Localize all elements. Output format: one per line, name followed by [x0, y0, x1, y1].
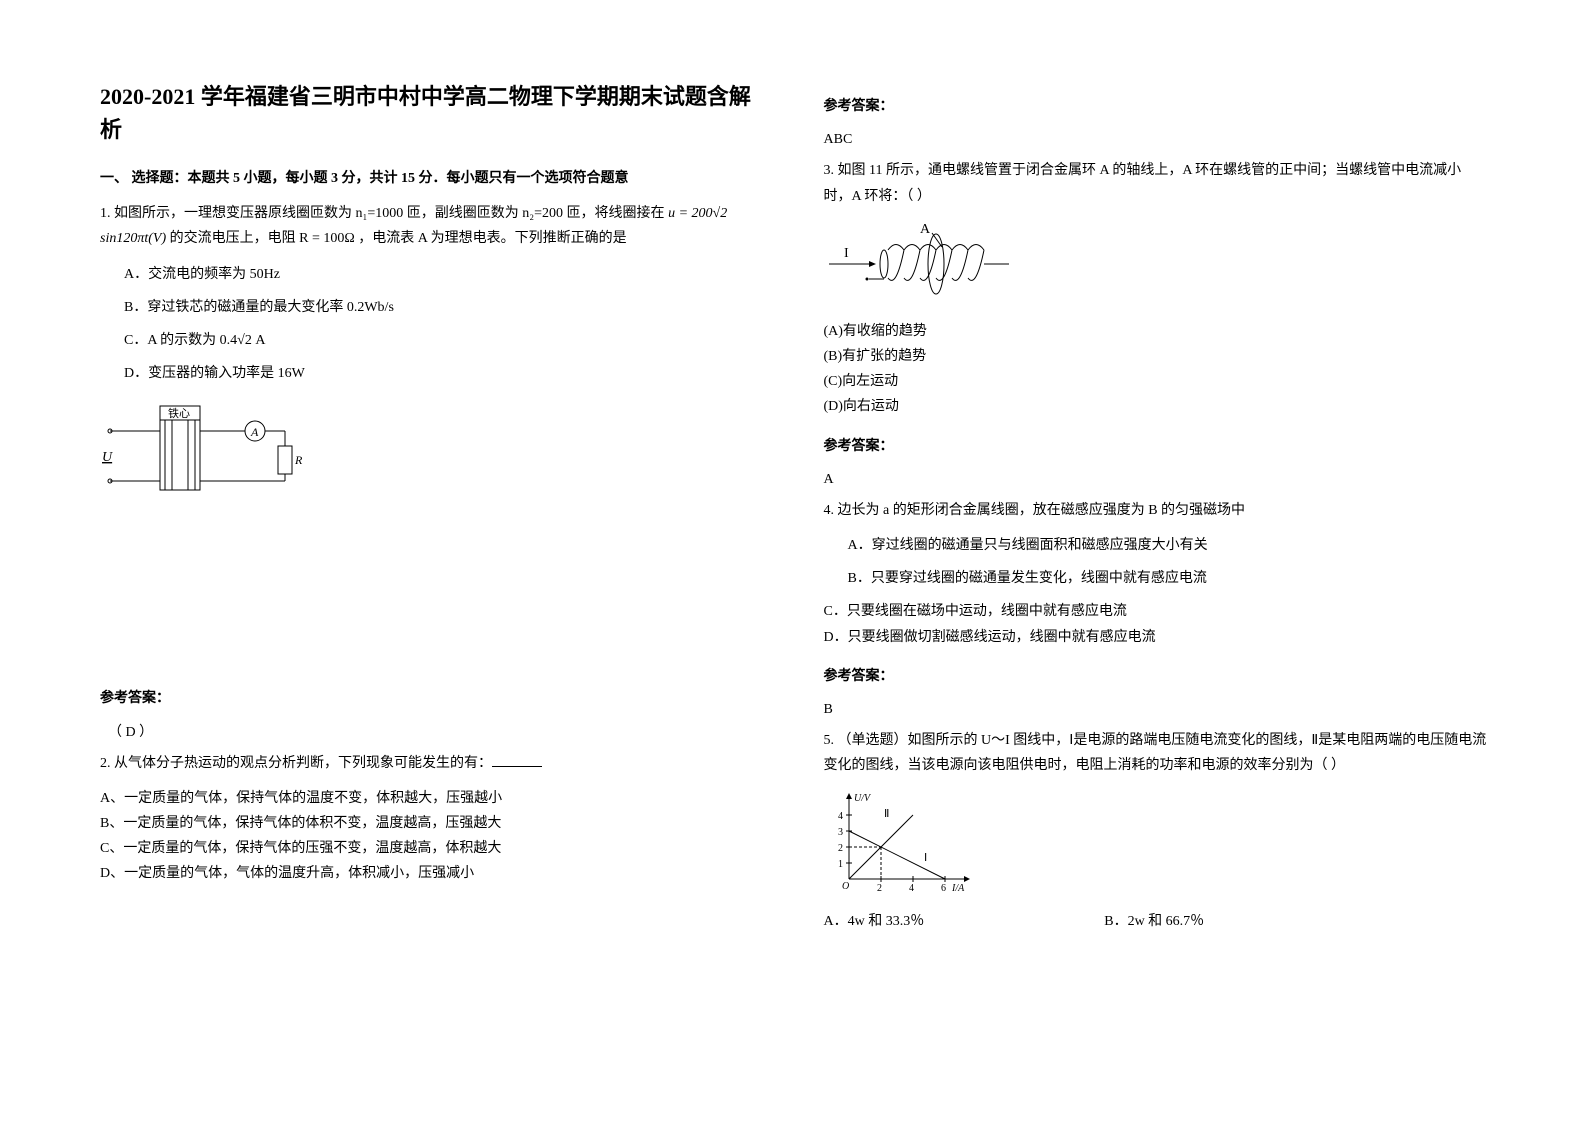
line-2-label: Ⅱ	[884, 808, 889, 820]
q2-option-c: C、一定质量的气体，保持气体的压强不变，温度越高，体积越大	[100, 836, 764, 861]
q1-option-a: A．交流电的频率为 50Hz	[124, 262, 764, 287]
q4-option-d: D．只要线圈做切割磁感线运动，线圈中就有感应电流	[824, 625, 1488, 650]
q1-option-b: B．穿过铁芯的磁通量的最大变化率 0.2Wb/s	[124, 295, 764, 320]
line-1	[849, 831, 945, 879]
solenoid-coils	[888, 244, 984, 280]
q4-option-a: A．穿过线圈的磁通量只与线圈面积和磁感应强度大小有关	[848, 533, 1488, 558]
q4-answer: B	[824, 697, 1488, 722]
q1-option-d: D．变压器的输入功率是 16W	[124, 361, 764, 386]
ammeter-a-label: A	[250, 425, 259, 439]
q2-option-b: B、一定质量的气体，保持气体的体积不变，温度越高，压强越大	[100, 811, 764, 836]
ytick-4: 4	[838, 811, 843, 822]
xtick-4: 4	[909, 883, 914, 894]
line-1-label: Ⅰ	[924, 852, 927, 864]
voltage-u-label: U	[102, 450, 113, 465]
question-4: 4. 边长为 a 的矩形闭合金属线圈，放在磁感应强度为 B 的匀强磁场中	[824, 498, 1488, 523]
current-i-label: I	[844, 246, 849, 261]
q1-stem-part1: 1. 如图所示，一理想变压器原线圈匝数为 n₁=1000 匝，副线圈匝数为 n₂…	[100, 206, 665, 221]
resistor-r-label: R	[294, 453, 303, 467]
blank-underline	[492, 766, 542, 767]
q5-option-b: B．2w 和 66.7％	[1104, 909, 1204, 934]
right-column: 参考答案： ABC 3. 如图 11 所示，通电螺线管置于闭合金属环 A 的轴线…	[824, 80, 1488, 1082]
y-axis-label: U/V	[854, 793, 872, 804]
core-label: 铁心	[168, 407, 190, 420]
answer-label-1: 参考答案：	[100, 686, 764, 711]
section-1-heading: 一、 选择题：本题共 5 小题，每小题 3 分，共计 15 分．每小题只有一个选…	[100, 166, 764, 191]
exam-title: 2020-2021 学年福建省三明市中村中学高二物理下学期期末试题含解析	[100, 80, 764, 146]
transformer-diagram: 铁心 U A R	[100, 396, 320, 506]
ytick-3: 3	[838, 827, 843, 838]
q3-option-d: (D)向右运动	[824, 394, 1488, 419]
ui-graph: U/V I/A O 1 2 3 4 2 4 6 Ⅰ Ⅱ	[824, 789, 974, 899]
q2-answer: ABC	[824, 127, 1488, 152]
ytick-1: 1	[838, 859, 843, 870]
q1-answer: （ D ）	[108, 720, 764, 745]
q2-stem: 2. 从气体分子热运动的观点分析判断，下列现象可能发生的有：	[100, 756, 492, 771]
q3-option-a: (A)有收缩的趋势	[824, 319, 1488, 344]
answer-label-2: 参考答案：	[824, 94, 1488, 119]
q5-option-a: A．4w 和 33.3％	[824, 909, 925, 934]
ytick-2: 2	[838, 843, 843, 854]
q3-option-b: (B)有扩张的趋势	[824, 344, 1488, 369]
question-1: 1. 如图所示，一理想变压器原线圈匝数为 n₁=1000 匝，副线圈匝数为 n₂…	[100, 201, 764, 251]
xtick-6: 6	[941, 883, 946, 894]
answer-label-4: 参考答案：	[824, 664, 1488, 689]
q1-option-c: C．A 的示数为 0.4√2 A	[124, 328, 764, 353]
x-axis-label: I/A	[951, 883, 965, 894]
q2-option-a: A、一定质量的气体，保持气体的温度不变，体积越大，压强越小	[100, 786, 764, 811]
answer-label-3: 参考答案：	[824, 434, 1488, 459]
ring-a-label: A	[920, 222, 931, 237]
q2-option-d: D、一定质量的气体，气体的温度升高，体积减小，压强减小	[100, 861, 764, 886]
origin-label: O	[842, 881, 849, 892]
q1-stem-part2: 的交流电压上，电阻 R = 100Ω ，电流表 A 为理想电表。下列推断正确的是	[170, 231, 627, 246]
left-column: 2020-2021 学年福建省三明市中村中学高二物理下学期期末试题含解析 一、 …	[100, 80, 764, 1082]
solenoid-diagram: A I	[824, 219, 1024, 309]
question-5: 5. （单选题）如图所示的 U～I 图线中，Ⅰ是电源的路端电压随电流变化的图线，…	[824, 728, 1488, 778]
q3-option-c: (C)向左运动	[824, 369, 1488, 394]
q4-option-b: B．只要穿过线圈的磁通量发生变化，线圈中就有感应电流	[848, 566, 1488, 591]
xtick-2: 2	[877, 883, 882, 894]
question-3: 3. 如图 11 所示，通电螺线管置于闭合金属环 A 的轴线上，A 环在螺线管的…	[824, 158, 1488, 208]
question-2: 2. 从气体分子热运动的观点分析判断，下列现象可能发生的有：	[100, 751, 764, 776]
q3-answer: A	[824, 467, 1488, 492]
q4-option-c: C．只要线圈在磁场中运动，线圈中就有感应电流	[824, 599, 1488, 624]
